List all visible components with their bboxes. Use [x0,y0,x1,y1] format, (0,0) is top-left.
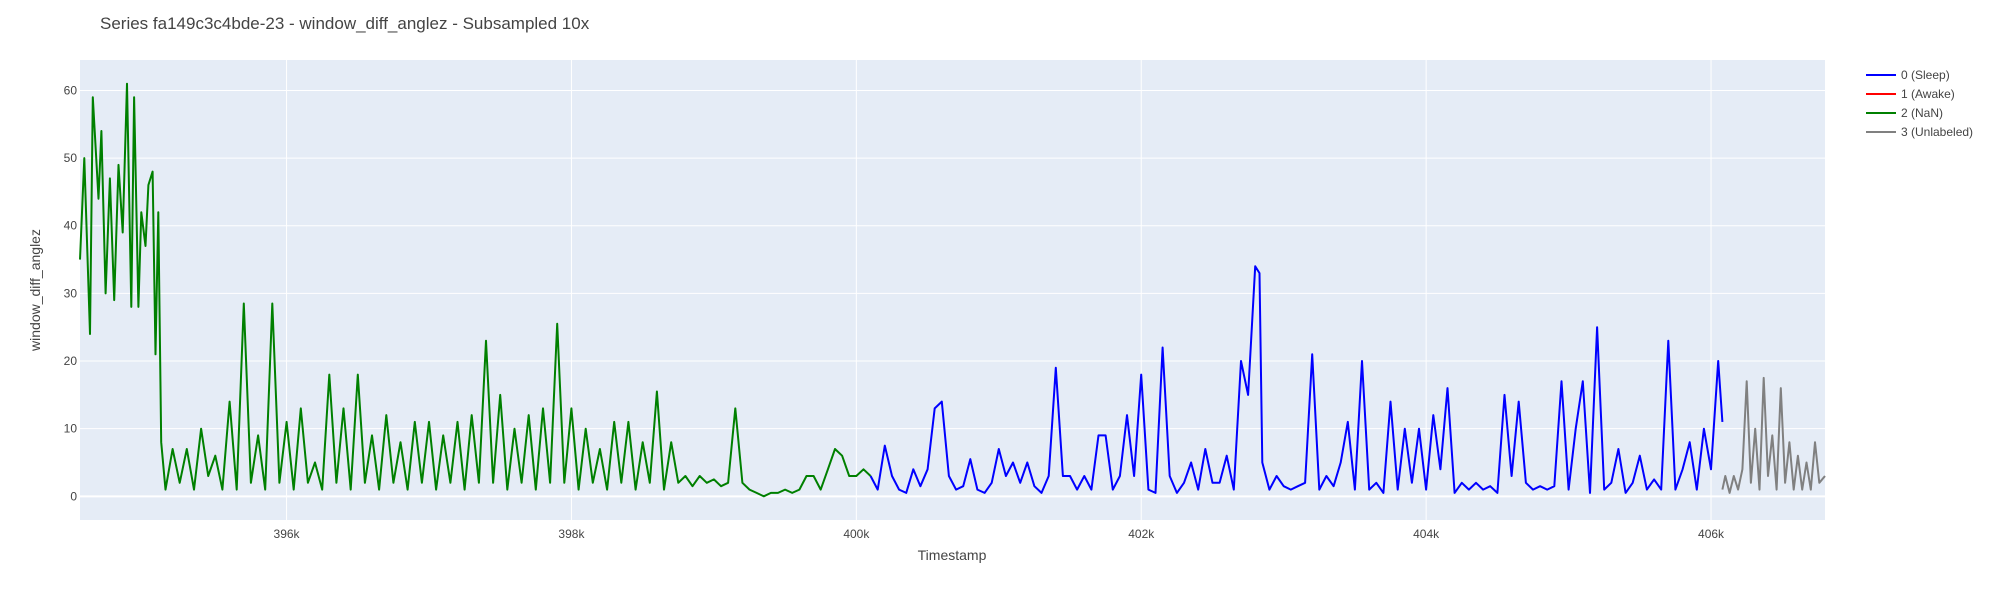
x-axis-ticks: 396k 398k 400k 402k 404k 406k [274,527,1726,541]
series-line-0-sleep [869,265,1724,494]
x-tick-label: 396k [274,527,301,541]
x-tick-label: 402k [1128,527,1155,541]
x-tick-label: 404k [1413,527,1440,541]
legend-label: 0 (Sleep) [1901,68,1950,82]
grid-lines [80,60,1825,520]
legend-label: 1 (Awake) [1901,87,1955,101]
x-tick-label: 400k [843,527,870,541]
y-tick-label: 40 [64,219,78,233]
x-tick-label: 398k [558,527,585,541]
legend: 0 (Sleep) 1 (Awake) 2 (NaN) 3 (Unlabeled) [1866,68,1973,139]
series-lines [79,82,1826,498]
y-tick-label: 10 [64,422,78,436]
legend-label: 3 (Unlabeled) [1901,125,1973,139]
y-axis-title: window_diff_anglez [27,229,43,352]
series-line-2-nan [79,82,872,498]
y-tick-label: 20 [64,354,78,368]
y-tick-label: 0 [70,489,77,503]
y-tick-label: 60 [64,83,78,97]
x-tick-label: 406k [1698,527,1725,541]
series-line-3-unlabeled [1721,376,1826,494]
y-tick-label: 50 [64,151,78,165]
legend-label: 2 (NaN) [1901,106,1943,120]
chart-title: Series fa149c3c4bde-23 - window_diff_ang… [100,14,590,33]
y-axis-ticks: 0 10 20 30 40 50 60 [64,83,78,503]
y-tick-label: 30 [64,286,78,300]
plot-area [80,60,1825,520]
x-axis-title: Timestamp [918,547,987,563]
